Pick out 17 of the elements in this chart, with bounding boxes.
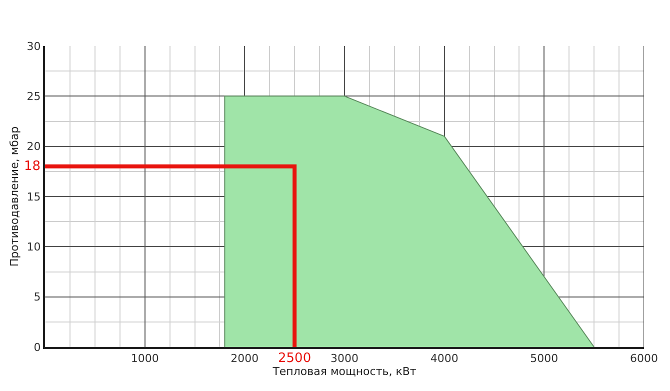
y-tick-label: 0 xyxy=(34,340,41,354)
y-tick-label: 30 xyxy=(26,40,41,53)
y-tick-label: 5 xyxy=(34,290,41,304)
y-tick-label: 25 xyxy=(26,90,41,104)
x-axis-title: Тепловая мощность, кВт xyxy=(272,365,417,378)
y-axis-title: Противодавление, мбар xyxy=(8,126,21,267)
annotation: 2500 xyxy=(278,351,312,366)
x-tick-label: 4000 xyxy=(430,352,458,366)
x-tick-label: 2000 xyxy=(230,352,259,366)
x-tick-label: 5000 xyxy=(530,352,558,366)
x-tick-label: 6000 xyxy=(630,352,658,366)
annotation: 18 xyxy=(24,159,41,174)
x-tick-label: 3000 xyxy=(330,352,358,366)
y-tick-label: 10 xyxy=(26,240,41,254)
y-tick-label: 20 xyxy=(26,140,41,154)
x-tick-label: 1000 xyxy=(130,352,159,366)
y-tick-label: 15 xyxy=(26,190,41,204)
